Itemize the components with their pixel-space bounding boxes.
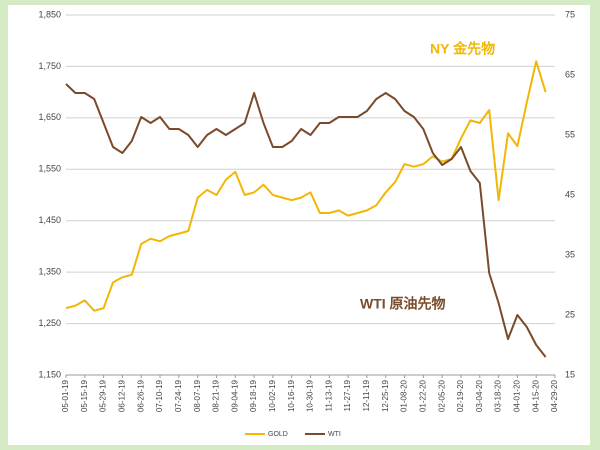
y2-tick-label: 45 xyxy=(565,189,575,199)
x-tick-label: 03-18-20 xyxy=(494,379,503,412)
x-tick-label: 05-01-19 xyxy=(61,379,70,412)
x-tick-label: 10-02-19 xyxy=(268,379,277,412)
series-line xyxy=(65,60,547,312)
y-tick-label: 1,150 xyxy=(38,369,61,379)
y-tick-label: 1,250 xyxy=(38,318,61,328)
x-tick-label: 06-12-19 xyxy=(118,379,127,412)
x-tick-label: 08-07-19 xyxy=(193,379,202,412)
x-tick-label: 09-18-19 xyxy=(249,379,258,412)
annotation: NY 金先物 xyxy=(430,41,495,57)
y2-tick-label: 35 xyxy=(565,249,575,259)
x-tick-label: 07-10-19 xyxy=(155,379,164,412)
x-tick-label: 10-30-19 xyxy=(306,379,315,412)
y-tick-label: 1,450 xyxy=(38,215,61,225)
y-tick-label: 1,550 xyxy=(38,164,61,174)
x-tick-label: 02-19-20 xyxy=(456,379,465,412)
x-tick-label: 12-11-19 xyxy=(362,379,371,411)
x-tick-label: 05-29-19 xyxy=(99,379,108,412)
legend-label: WTI xyxy=(328,431,341,438)
x-tick-label: 02-05-20 xyxy=(437,379,446,412)
x-tick-label: 08-21-19 xyxy=(212,379,221,412)
x-tick-label: 04-29-20 xyxy=(550,379,559,412)
x-tick-label: 07-24-19 xyxy=(174,379,183,412)
y2-tick-label: 65 xyxy=(565,69,575,79)
x-tick-label: 04-15-20 xyxy=(531,379,540,412)
x-tick-label: 05-15-19 xyxy=(80,379,89,412)
x-tick-label: 12-25-19 xyxy=(381,379,390,412)
y2-tick-label: 25 xyxy=(565,309,575,319)
y2-tick-label: 55 xyxy=(565,129,575,139)
y-tick-label: 1,350 xyxy=(38,267,61,277)
x-tick-label: 01-22-20 xyxy=(418,379,427,412)
legend-label: GOLD xyxy=(268,431,288,438)
annotation: WTI 原油先物 xyxy=(360,296,446,312)
x-tick-label: 11-27-19 xyxy=(343,379,352,411)
x-tick-label: 04-01-20 xyxy=(512,379,521,412)
y2-tick-label: 75 xyxy=(565,9,575,19)
y-tick-label: 1,850 xyxy=(38,9,61,19)
x-tick-label: 10-16-19 xyxy=(287,379,296,412)
x-tick-label: 11-13-19 xyxy=(324,379,333,411)
y-tick-label: 1,750 xyxy=(38,61,61,71)
y-tick-label: 1,650 xyxy=(38,112,61,122)
y2-tick-label: 15 xyxy=(565,369,575,379)
x-tick-label: 01-08-20 xyxy=(400,379,409,412)
x-tick-label: 03-04-20 xyxy=(475,379,484,412)
series-line xyxy=(65,83,547,358)
x-tick-label: 06-26-19 xyxy=(136,379,145,412)
x-tick-label: 09-04-19 xyxy=(230,379,239,412)
panel xyxy=(8,5,590,445)
